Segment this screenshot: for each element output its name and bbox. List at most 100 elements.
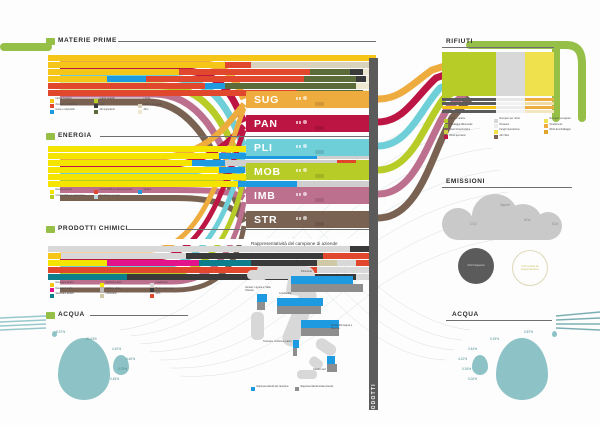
prodotti-spine: PRODOTTI [369,58,378,419]
rifiuti-legend-swatch [444,129,448,134]
acqua-right-rule [446,320,552,321]
materie-prime-segment [356,76,367,82]
energia-legend-swatch [50,195,54,199]
acqua-right-percent: 0.02% [468,377,478,381]
prodotti-chimici-segment [48,267,317,273]
energia-legend-swatch [94,195,98,199]
product-bar-imb[interactable]: IMB [246,187,370,204]
acqua-left-title: ACQUA [58,311,85,318]
product-bar-label: STR [254,213,278,226]
product-bar-pli[interactable]: PLI [246,139,370,156]
rifiuti-legend-label: Scarti di lavorazione [449,129,471,131]
prodotti-chimici-legend-label: Additivi caldaia [105,287,121,290]
rifiuti-legend-item: Rifiuti pericolosi [444,135,494,139]
materie-prime-legend-label: Cacao [143,98,151,100]
prodotti-chimici-legend-label: Lubrificanti [105,293,117,295]
map-legend-label: Rappresentatività del campione [256,386,289,388]
prodotti-chimici-segment [61,253,186,259]
acqua-right-drop-tiny [552,331,557,337]
materie-prime-legend-label: Altri ingredienti [99,109,115,111]
prodotti-chimici-tick [46,226,55,233]
materie-prime-tick [46,38,55,45]
prodotti-chimici-segment [107,260,199,266]
materie-prime-title: MATERIE PRIME [58,37,117,44]
materie-prime-legend-swatch [50,98,54,103]
energia-segment [48,160,193,166]
materie-prime-segment [349,69,363,75]
acqua-right-drop-small [472,355,488,375]
acqua-left-drop-small [113,355,129,375]
prodotti-chimici-segment [48,274,127,280]
materie-prime-segment [356,83,376,89]
prodotti-chimici-segment [185,253,324,259]
energia-legend-item: Metano [138,189,182,194]
map-region-bar-sample [327,356,335,364]
materie-prime-segment [251,62,376,68]
acqua-left-percent: 8.37% [56,330,66,334]
acqua-left-drop-tiny [52,331,57,337]
energia-legend-swatch [94,189,98,194]
product-bar-mob[interactable]: MOB [246,163,370,180]
acqua-left-drop-large [58,338,110,400]
emissioni-circle-biogenica: CO2 biogenica [458,248,494,284]
prodotti-chimici-segment [316,267,376,273]
product-bar-sug[interactable]: SUG [246,91,370,108]
rifiuti-legend-item: Recupero energetico [544,118,594,123]
materie-prime-segment [48,83,206,89]
rifiuti-legend-item: Recupero per riciclo [494,118,544,123]
rifiuti-legend-swatch [494,129,498,134]
prodotti-chimici-legend-swatch [150,293,154,298]
materie-prime-rule [118,41,376,42]
map-region-bar-total [257,302,265,310]
energia-legend-item: Combustibili per autoproduzione [94,189,138,194]
materie-prime-legend: Farina frumento Grassi vegetali Cacao Zucch… [50,98,182,115]
rifiuti-title: RIFIUTI [446,38,473,45]
materie-prime-legend-item: Altri ingredienti [94,109,138,114]
acqua-left-percent: 4.40% [126,357,136,361]
materie-prime-legend-item: Zuccheri e dolcificanti [50,104,94,108]
rifiuti-legend-swatch [544,118,548,123]
energia-segment [48,174,258,180]
energia-legend-item: Energia elettrica [50,189,94,194]
map-region-bar-sample [277,298,323,306]
product-bar-label: IMB [254,189,276,202]
prodotti-chimici-legend-label: Sanificanti alcalini [55,293,74,295]
prodotti-chimici-segment [349,246,376,252]
map-region-bar-sample [293,340,299,348]
rifiuti-legend-swatch [544,129,548,134]
prodotti-chimici-legend-item: Coadiuvanti [150,282,200,287]
rifiuti-legend-swatch [544,124,548,128]
energia-legend-item: Combustibili per autotrazione [50,195,94,199]
emissioni-circle-dark-label: CO2 biogenica [467,264,485,268]
prodotti-chimici-row [48,274,376,280]
prodotti-chimici-row [48,246,376,252]
prodotti-chimici-segment [48,253,62,259]
rifiuti-strip [495,102,525,105]
rifiuti-strip [442,98,496,101]
materie-prime-legend-label: Uova e ovoprodotti [55,109,75,111]
energia-rule [100,136,376,137]
prodotti-chimici-legend-label: Coadiuvanti [155,282,168,284]
map-legend-swatch [295,386,299,391]
materie-prime-segment [225,62,252,68]
materie-prime-legend-swatch [50,104,54,108]
acqua-left-tick [46,312,55,319]
acqua-right-percent: 0.87% [524,330,534,334]
rifiuti-strip [442,106,496,109]
energia-segment [238,181,298,187]
materie-prime-legend-label: Grassi vegetali [99,98,115,100]
materie-prime-legend-item: Latte [94,104,138,108]
energia-legend-label: Energia elettrica [55,189,73,191]
materie-prime-legend-swatch [50,109,54,114]
product-bar-pan[interactable]: PAN [246,115,370,132]
rifiuti-legend-item: Rifiuti da imballaggio [544,129,594,134]
materie-prime-segment [48,55,376,61]
product-bar-str[interactable]: STR [246,211,370,228]
prodotti-chimici-legend-swatch [100,288,104,292]
prodotti-chimici-title: PRODOTTI CHIMICI [58,225,128,232]
map-italy-northwest [247,270,267,280]
energia-legend-label: Metano [143,189,152,191]
map-legend-item: Rappresentatività totale aziende [295,386,339,391]
energia-segment [48,181,239,187]
materie-prime-segment [310,69,350,75]
